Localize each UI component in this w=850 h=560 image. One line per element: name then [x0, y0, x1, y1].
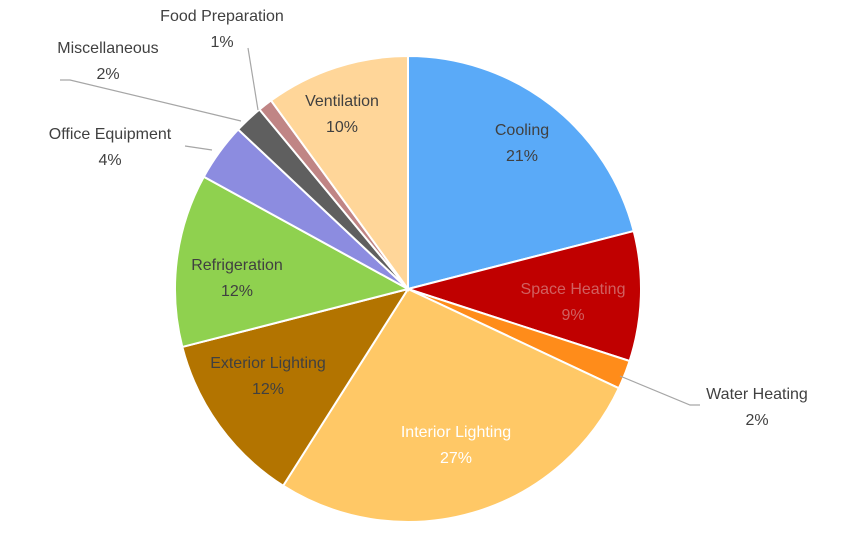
slice-value-office-equipment: 4%: [98, 152, 121, 169]
slice-value-refrigeration: 12%: [221, 283, 253, 300]
slice-name-ventilation: Ventilation: [305, 93, 379, 110]
pie-slice-space-heating: [404, 229, 642, 363]
pie-slice-exterior-lighting: [181, 287, 411, 488]
pie-slices: [174, 54, 642, 523]
pie-slice-ventilation: [269, 54, 409, 293]
slice-name-exterior-lighting: Exterior Lighting: [210, 355, 326, 372]
slice-name-miscellaneous: Miscellaneous: [57, 40, 158, 57]
slice-name-refrigeration: Refrigeration: [191, 257, 283, 274]
slice-name-cooling: Cooling: [495, 122, 549, 139]
pie-labels: Cooling 21% Space Heating 9% Water Heating 2%…: [49, 8, 808, 467]
slice-name-space-heating: Space Heating: [521, 281, 626, 298]
leader-line-office-equipment: [184, 145, 213, 151]
slice-value-cooling: 21%: [506, 148, 538, 165]
slice-value-space-heating: 9%: [561, 307, 584, 324]
pie-slice-cooling: [407, 54, 635, 291]
slice-value-ventilation: 10%: [326, 119, 358, 136]
pie-slice-interior-lighting: [281, 287, 621, 523]
leader-line-miscellaneous: [60, 79, 242, 122]
slice-name-interior-lighting: Interior Lighting: [401, 424, 511, 441]
slice-value-water-heating: 2%: [745, 412, 768, 429]
slice-value-exterior-lighting: 12%: [252, 381, 284, 398]
slice-name-water-heating: Water Heating: [706, 386, 808, 403]
leader-line-water-heating: [619, 375, 700, 406]
slice-name-food-preparation: Food Preparation: [160, 8, 284, 25]
slice-value-food-preparation: 1%: [210, 34, 233, 51]
slice-value-interior-lighting: 27%: [440, 450, 472, 467]
leader-line-food-preparation: [247, 47, 259, 111]
slice-value-miscellaneous: 2%: [96, 66, 119, 83]
pie-slice-refrigeration: [174, 175, 411, 349]
slice-name-office-equipment: Office Equipment: [49, 126, 172, 143]
